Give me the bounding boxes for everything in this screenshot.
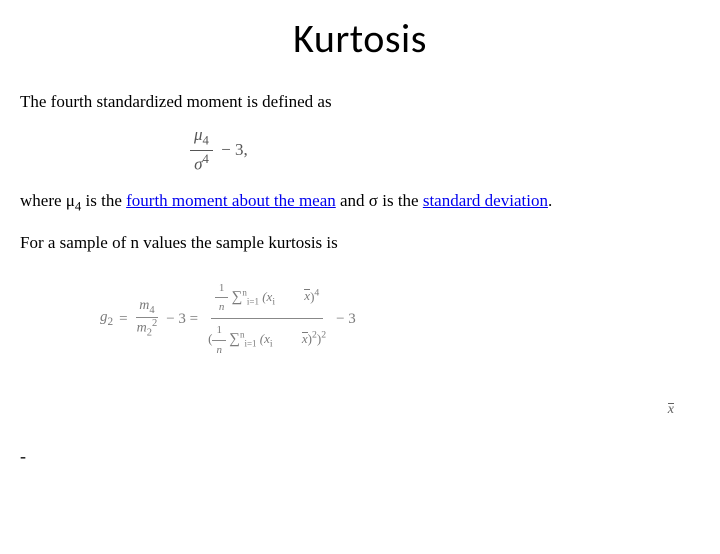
para-where: where μ4 is the fourth moment about the … — [20, 190, 700, 216]
where-post: . — [548, 191, 552, 210]
g2-symbol: g2 — [100, 307, 113, 330]
content-area: The fourth standardized moment is define… — [0, 63, 720, 361]
minus3-equals: − 3 = — [166, 309, 198, 329]
formula-tail: − 3, — [221, 140, 248, 159]
link-standard-deviation[interactable]: standard deviation — [423, 191, 548, 210]
stray-dash: - — [20, 446, 26, 467]
where-mid2: and σ is the — [336, 191, 423, 210]
page-title: Kurtosis — [0, 14, 720, 63]
link-fourth-moment[interactable]: fourth moment about the mean — [126, 191, 336, 210]
fraction-mu4-sigma4: μ4 σ4 — [190, 124, 213, 176]
minus3-tail: − 3 — [336, 309, 356, 329]
equals-1: = — [119, 309, 127, 329]
para-definition: The fourth standardized moment is define… — [20, 91, 700, 114]
formula-sample-kurtosis: g2 = m4 m22 − 3 = 1n ∑ni=1 (xi x)4 (1n — [100, 277, 700, 361]
where-mid: is the — [81, 191, 126, 210]
mu-subscript: 4 — [203, 133, 209, 147]
sigma-superscript: 4 — [202, 152, 208, 166]
formula-kurtosis-def: μ4 σ4 − 3, — [190, 124, 700, 176]
fraction-expanded: 1n ∑ni=1 (xi x)4 (1n ∑ni=1 (xi x)2)2 — [204, 277, 330, 361]
mu-symbol: μ — [194, 125, 203, 144]
where-pre: where μ — [20, 191, 75, 210]
stray-x-symbol: x — [668, 402, 674, 418]
fraction-m4-m2sq: m4 m22 — [134, 298, 161, 340]
para-sample: For a sample of n values the sample kurt… — [20, 232, 700, 255]
